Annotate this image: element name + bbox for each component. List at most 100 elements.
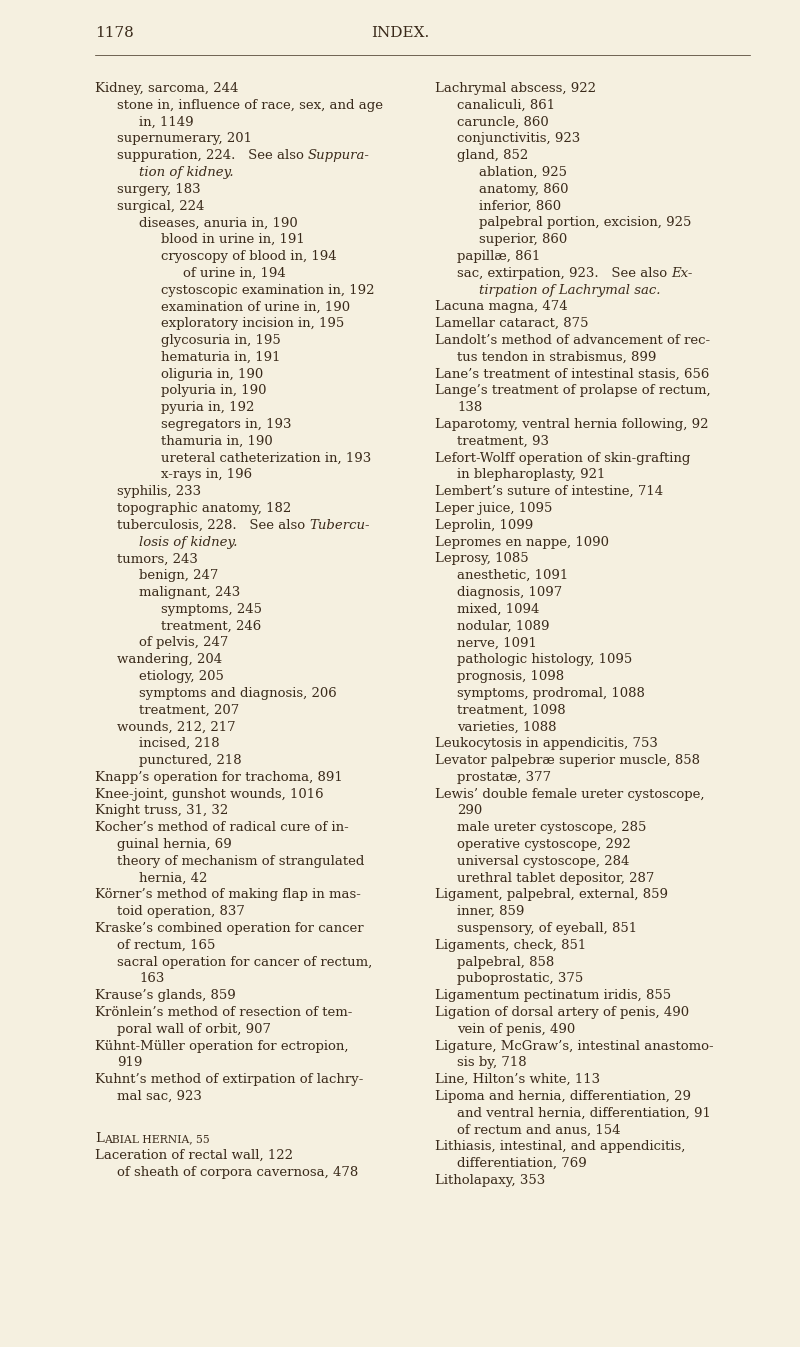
Text: Ligaments, check, 851: Ligaments, check, 851 (435, 939, 586, 952)
Text: glycosuria in, 195: glycosuria in, 195 (161, 334, 281, 348)
Text: hematuria in, 191: hematuria in, 191 (161, 350, 281, 364)
Text: conjunctivitis, 923: conjunctivitis, 923 (457, 132, 580, 145)
Text: surgery, 183: surgery, 183 (117, 183, 201, 195)
Text: syphilis, 233: syphilis, 233 (117, 485, 201, 498)
Text: sis by, 718: sis by, 718 (457, 1056, 526, 1070)
Text: Knee-joint, gunshot wounds, 1016: Knee-joint, gunshot wounds, 1016 (95, 788, 324, 800)
Text: varieties, 1088: varieties, 1088 (457, 721, 557, 733)
Text: Ex-: Ex- (671, 267, 693, 280)
Text: wounds, 212, 217: wounds, 212, 217 (117, 721, 236, 733)
Text: malignant, 243: malignant, 243 (139, 586, 240, 599)
Text: inner, 859: inner, 859 (457, 905, 524, 919)
Text: Lane’s treatment of intestinal stasis, 656: Lane’s treatment of intestinal stasis, 6… (435, 368, 710, 381)
Text: of rectum and anus, 154: of rectum and anus, 154 (457, 1123, 621, 1137)
Text: ABIAL HERNIA, 55: ABIAL HERNIA, 55 (104, 1134, 210, 1144)
Text: Lachrymal abscess, 922: Lachrymal abscess, 922 (435, 82, 596, 96)
Text: oliguria in, 190: oliguria in, 190 (161, 368, 263, 381)
Text: sac, extirpation, 923.   See also: sac, extirpation, 923. See also (457, 267, 671, 280)
Text: incised, 218: incised, 218 (139, 737, 220, 750)
Text: universal cystoscope, 284: universal cystoscope, 284 (457, 855, 630, 867)
Text: symptoms and diagnosis, 206: symptoms and diagnosis, 206 (139, 687, 337, 700)
Text: diseases, anuria in, 190: diseases, anuria in, 190 (139, 217, 298, 229)
Text: poral wall of orbit, 907: poral wall of orbit, 907 (117, 1022, 271, 1036)
Text: Kidney, sarcoma, 244: Kidney, sarcoma, 244 (95, 82, 238, 96)
Text: tion of kidney.: tion of kidney. (139, 166, 234, 179)
Text: puboprostatic, 375: puboprostatic, 375 (457, 973, 583, 986)
Text: polyuria in, 190: polyuria in, 190 (161, 384, 266, 397)
Text: male ureter cystoscope, 285: male ureter cystoscope, 285 (457, 822, 646, 834)
Text: Lithiasis, intestinal, and appendicitis,: Lithiasis, intestinal, and appendicitis, (435, 1141, 686, 1153)
Text: supernumerary, 201: supernumerary, 201 (117, 132, 252, 145)
Text: Levator palpebræ superior muscle, 858: Levator palpebræ superior muscle, 858 (435, 754, 700, 766)
Text: in, 1149: in, 1149 (139, 116, 194, 128)
Text: wandering, 204: wandering, 204 (117, 653, 222, 667)
Text: examination of urine in, 190: examination of urine in, 190 (161, 300, 350, 314)
Text: Knight truss, 31, 32: Knight truss, 31, 32 (95, 804, 228, 818)
Text: 163: 163 (139, 973, 164, 986)
Text: treatment, 1098: treatment, 1098 (457, 703, 566, 717)
Text: Krönlein’s method of resection of tem-: Krönlein’s method of resection of tem- (95, 1006, 352, 1018)
Text: mal sac, 923: mal sac, 923 (117, 1090, 202, 1103)
Text: treatment, 207: treatment, 207 (139, 703, 239, 717)
Text: stone in, influence of race, sex, and age: stone in, influence of race, sex, and ag… (117, 98, 383, 112)
Text: in blepharoplasty, 921: in blepharoplasty, 921 (457, 469, 606, 481)
Text: INDEX.: INDEX. (371, 26, 429, 40)
Text: Leprosy, 1085: Leprosy, 1085 (435, 552, 529, 566)
Text: Leper juice, 1095: Leper juice, 1095 (435, 502, 552, 515)
Text: L: L (95, 1131, 104, 1145)
Text: and ventral hernia, differentiation, 91: and ventral hernia, differentiation, 91 (457, 1107, 711, 1119)
Text: Lange’s treatment of prolapse of rectum,: Lange’s treatment of prolapse of rectum, (435, 384, 710, 397)
Text: cryoscopy of blood in, 194: cryoscopy of blood in, 194 (161, 251, 337, 263)
Text: Kühnt-Müller operation for ectropion,: Kühnt-Müller operation for ectropion, (95, 1040, 349, 1052)
Text: anesthetic, 1091: anesthetic, 1091 (457, 570, 568, 582)
Text: symptoms, 245: symptoms, 245 (161, 603, 262, 616)
Text: canaliculi, 861: canaliculi, 861 (457, 98, 555, 112)
Text: tumors, 243: tumors, 243 (117, 552, 198, 566)
Text: Leprolin, 1099: Leprolin, 1099 (435, 519, 534, 532)
Text: Tubercu-: Tubercu- (310, 519, 370, 532)
Text: nodular, 1089: nodular, 1089 (457, 620, 550, 633)
Text: vein of penis, 490: vein of penis, 490 (457, 1022, 575, 1036)
Text: Ligation of dorsal artery of penis, 490: Ligation of dorsal artery of penis, 490 (435, 1006, 689, 1018)
Text: Knapp’s operation for trachoma, 891: Knapp’s operation for trachoma, 891 (95, 770, 342, 784)
Text: suspensory, of eyeball, 851: suspensory, of eyeball, 851 (457, 921, 637, 935)
Text: Ligament, palpebral, external, 859: Ligament, palpebral, external, 859 (435, 889, 668, 901)
Text: inferior, 860: inferior, 860 (479, 199, 561, 213)
Text: mixed, 1094: mixed, 1094 (457, 603, 539, 616)
Text: blood in urine in, 191: blood in urine in, 191 (161, 233, 305, 247)
Text: thamuria in, 190: thamuria in, 190 (161, 435, 273, 447)
Text: benign, 247: benign, 247 (139, 570, 218, 582)
Text: operative cystoscope, 292: operative cystoscope, 292 (457, 838, 630, 851)
Text: Lamellar cataract, 875: Lamellar cataract, 875 (435, 317, 589, 330)
Text: Lefort-Wolff operation of skin-grafting: Lefort-Wolff operation of skin-grafting (435, 451, 690, 465)
Text: topographic anatomy, 182: topographic anatomy, 182 (117, 502, 291, 515)
Text: Kocher’s method of radical cure of in-: Kocher’s method of radical cure of in- (95, 822, 349, 834)
Text: urethral tablet depositor, 287: urethral tablet depositor, 287 (457, 872, 654, 885)
Text: Landolt’s method of advancement of rec-: Landolt’s method of advancement of rec- (435, 334, 710, 348)
Text: Ligature, McGraw’s, intestinal anastomo-: Ligature, McGraw’s, intestinal anastomo- (435, 1040, 714, 1052)
Text: 290: 290 (457, 804, 482, 818)
Text: Lacuna magna, 474: Lacuna magna, 474 (435, 300, 568, 314)
Text: treatment, 93: treatment, 93 (457, 435, 549, 447)
Text: etiology, 205: etiology, 205 (139, 669, 224, 683)
Text: Lepromes en nappe, 1090: Lepromes en nappe, 1090 (435, 536, 609, 548)
Text: pathologic histology, 1095: pathologic histology, 1095 (457, 653, 632, 667)
Text: prognosis, 1098: prognosis, 1098 (457, 669, 564, 683)
Text: Kraske’s combined operation for cancer: Kraske’s combined operation for cancer (95, 921, 364, 935)
Text: losis of kidney.: losis of kidney. (139, 536, 238, 548)
Text: surgical, 224: surgical, 224 (117, 199, 204, 213)
Text: Lembert’s suture of intestine, 714: Lembert’s suture of intestine, 714 (435, 485, 663, 498)
Text: Lewis’ double female ureter cystoscope,: Lewis’ double female ureter cystoscope, (435, 788, 705, 800)
Text: diagnosis, 1097: diagnosis, 1097 (457, 586, 562, 599)
Text: Kuhnt’s method of extirpation of lachry-: Kuhnt’s method of extirpation of lachry- (95, 1074, 363, 1086)
Text: tirpation of Lachrymal sac.: tirpation of Lachrymal sac. (479, 284, 661, 296)
Text: anatomy, 860: anatomy, 860 (479, 183, 569, 195)
Text: prostatæ, 377: prostatæ, 377 (457, 770, 551, 784)
Text: 919: 919 (117, 1056, 142, 1070)
Text: of pelvis, 247: of pelvis, 247 (139, 636, 228, 649)
Text: sacral operation for cancer of rectum,: sacral operation for cancer of rectum, (117, 955, 372, 968)
Text: superior, 860: superior, 860 (479, 233, 567, 247)
Text: gland, 852: gland, 852 (457, 150, 528, 162)
Text: 138: 138 (457, 401, 482, 414)
Text: x-rays in, 196: x-rays in, 196 (161, 469, 252, 481)
